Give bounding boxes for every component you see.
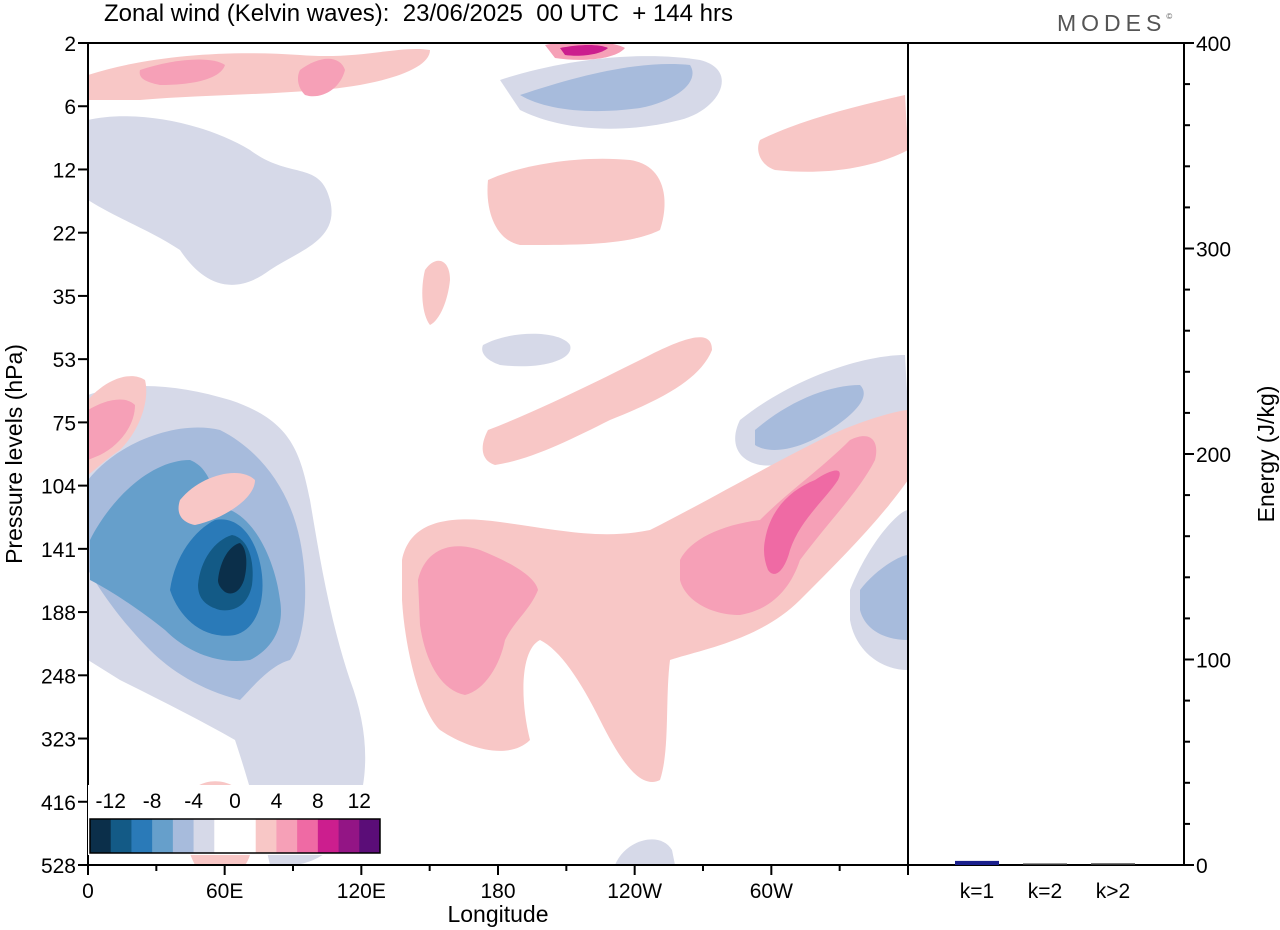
- wind-contour-pos2-small: [178, 472, 255, 525]
- wind-contour-neg4-top: [520, 64, 693, 112]
- y-tick-label: 416: [41, 792, 76, 815]
- y-tick-label: 75: [53, 412, 76, 435]
- colorbar-swatch: [317, 819, 339, 853]
- wind-contour-neg12: [218, 543, 247, 594]
- y-tick-label: 104: [41, 476, 76, 499]
- y-axis-title: Pressure levels (hPa): [1, 344, 27, 564]
- energy-tick-label: 0: [1196, 855, 1208, 878]
- logo-text: MODES: [1057, 10, 1167, 36]
- energy-category-label: k=2: [1028, 880, 1062, 903]
- colorbar-swatch: [235, 819, 257, 853]
- x-tick-label: 60E: [206, 880, 243, 903]
- energy-tick-label: 100: [1196, 650, 1231, 673]
- energy-bar: [955, 860, 999, 865]
- energy-bar: [1023, 863, 1067, 865]
- wind-contour-pos2-diag: [482, 337, 712, 465]
- energy-bar: [1091, 863, 1135, 865]
- y-tick-label: 2: [64, 33, 76, 56]
- energy-tick-label: 300: [1196, 239, 1231, 262]
- colorbar-swatch: [131, 819, 153, 853]
- energy-axis-title: Energy (J/kg): [1253, 386, 1279, 523]
- colorbar-label: 4: [271, 790, 283, 813]
- y-tick-label: 528: [41, 855, 76, 878]
- wind-contour-pos4-top2: [297, 58, 345, 97]
- colorbar-swatch: [255, 819, 277, 853]
- y-tick-label: 248: [41, 665, 76, 688]
- wind-contour-pos4-west: [88, 399, 135, 460]
- wind-contour-pos2-top: [88, 48, 430, 100]
- wind-field: [88, 43, 908, 865]
- colorbar-swatch: [214, 819, 236, 853]
- chart-title: Zonal wind (Kelvin waves): 23/06/2025 00…: [104, 0, 733, 27]
- y-tick-label: 35: [53, 286, 76, 309]
- colorbar-swatch: [338, 819, 360, 853]
- wind-contour-neg2-upper: [88, 116, 332, 285]
- modes-logo: MODES©: [1057, 10, 1172, 37]
- energy-tick-label: 200: [1196, 444, 1231, 467]
- energy-axis: 0 100 200 300 400: [1184, 33, 1231, 878]
- y-tick-label: 12: [53, 159, 76, 182]
- y-tick-label: 53: [53, 349, 76, 372]
- wind-contour-pos6: [764, 470, 840, 574]
- colorbar-swatch: [359, 819, 381, 853]
- y-tick-label: 141: [41, 539, 76, 562]
- y-tick-label: 22: [53, 223, 76, 246]
- wind-contour-neg4-east: [755, 385, 864, 450]
- colorbar-label: -8: [143, 790, 162, 813]
- x-tick-label: 180: [480, 880, 515, 903]
- colorbar-swatch: [90, 819, 112, 853]
- colorbar-swatch: [152, 819, 174, 853]
- wind-contour-pos8: [560, 45, 608, 56]
- y-tick-label: 6: [64, 96, 76, 119]
- wind-contour-pos4-center: [418, 546, 538, 695]
- x-tick-label: 60W: [750, 880, 793, 903]
- colorbar-swatch: [110, 819, 132, 853]
- colorbar-label: 0: [229, 790, 241, 813]
- energy-tick-label: 400: [1196, 33, 1231, 56]
- energy-category-label: k>2: [1096, 880, 1130, 903]
- y-axis: 2 6 12 22 35 53 75 104 141 188 248 323 416 528: [41, 33, 88, 878]
- x-tick-label: 120E: [337, 880, 386, 903]
- y-tick-label: 188: [41, 602, 76, 625]
- energy-category-label: k=1: [960, 880, 994, 903]
- logo-mark: ©: [1166, 12, 1173, 21]
- x-tick-label: 0: [82, 880, 94, 903]
- energy-panel-frame: [907, 42, 1185, 866]
- colorbar-label: 12: [348, 790, 371, 813]
- energy-bars: k=1 k=2 k>2: [955, 860, 1135, 903]
- x-axis-title: Longitude: [447, 901, 548, 927]
- wind-contour-pos4-top: [139, 59, 225, 85]
- wind-contour-pos2-upper: [487, 158, 665, 245]
- x-tick-label: 120W: [607, 880, 662, 903]
- colorbar: -12 -8 -4 0 4 8 12: [88, 785, 382, 855]
- wind-contour-pos2-column: [422, 260, 450, 325]
- y-tick-label: 323: [41, 729, 76, 752]
- wind-contour-neg2-mid: [482, 333, 571, 367]
- colorbar-swatch: [193, 819, 215, 853]
- colorbar-swatch: [172, 819, 194, 853]
- colorbar-swatch: [276, 819, 298, 853]
- colorbar-label: 8: [312, 790, 324, 813]
- wind-contour-pos2-top-east: [758, 95, 908, 172]
- colorbar-label: -12: [96, 790, 126, 813]
- wind-contour-neg4-far-east: [860, 555, 908, 640]
- colorbar-swatch: [297, 819, 319, 853]
- wind-contour-neg2-bottom: [615, 839, 675, 865]
- x-axis: 0 60E 120E 180 120W 60W: [82, 865, 909, 903]
- colorbar-label: -4: [184, 790, 203, 813]
- colorbar-frame: [89, 818, 381, 854]
